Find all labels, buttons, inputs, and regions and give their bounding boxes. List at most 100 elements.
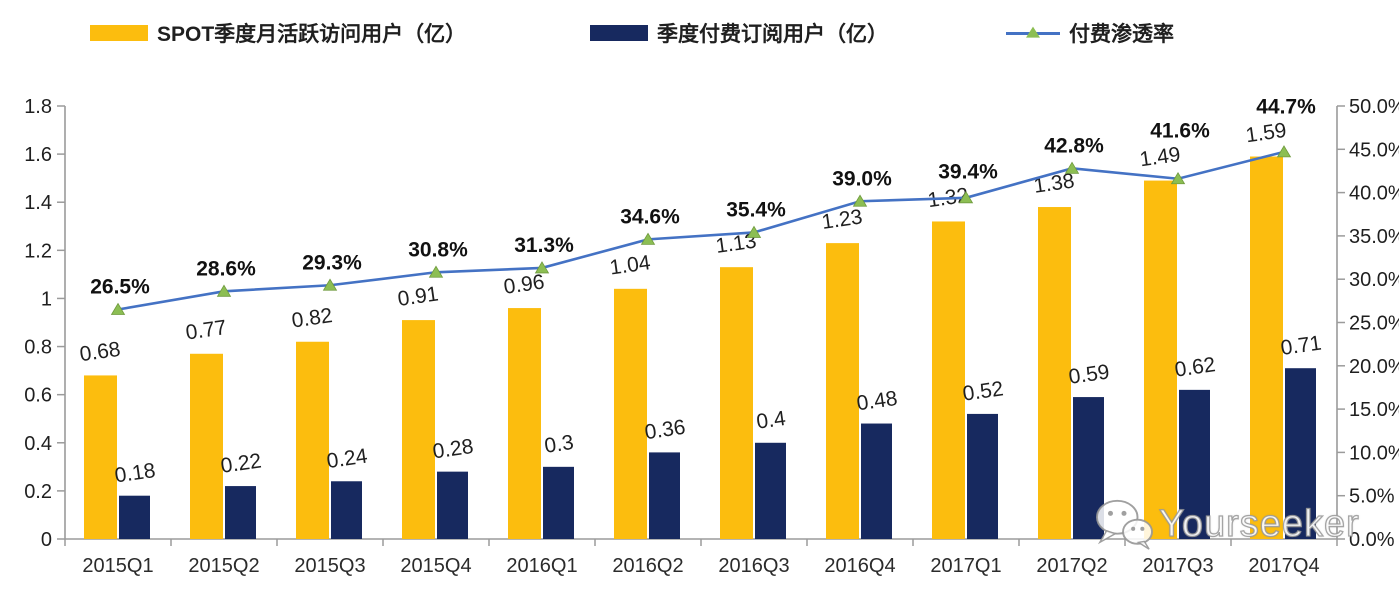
mau-value-label: 0.82	[290, 304, 334, 332]
mau-value-label: 1.04	[608, 251, 652, 280]
subs-bar	[649, 452, 680, 539]
right-axis-tick-label: 5.0%	[1349, 486, 1395, 508]
subs-bar	[1179, 389, 1210, 539]
mau-legend-label: SPOT季度月活跃访问用户（亿）	[157, 23, 467, 46]
mau-bar	[84, 375, 117, 539]
penetration-marker	[640, 232, 656, 245]
left-axis-tick-label: 1.6	[24, 144, 52, 166]
penetration-pct-label: 39.0%	[832, 167, 892, 190]
left-axis-tick-label: 1	[41, 288, 52, 310]
penetration-marker	[1170, 171, 1186, 185]
legend-item-penetration: 付费渗透率	[1006, 18, 1174, 48]
mau-value-label: 0.77	[184, 316, 228, 344]
subs-bar	[119, 495, 150, 539]
mau-bar	[1038, 207, 1071, 540]
x-axis-category-label: 2016Q3	[718, 555, 789, 577]
subs-bar	[967, 413, 998, 539]
mau-value-label: 0.68	[78, 338, 122, 366]
x-axis-category-label: 2015Q2	[188, 555, 259, 577]
penetration-marker	[852, 194, 868, 207]
subs-value-label: 0.71	[1279, 332, 1323, 360]
subs-value-label: 0.59	[1067, 360, 1111, 388]
right-axis-tick-label: 50.0%	[1349, 96, 1399, 118]
mau-value-label: 1.49	[1138, 143, 1182, 171]
watermark-text: Yourseeker	[1158, 502, 1360, 545]
x-axis-category-label: 2017Q2	[1036, 555, 1107, 577]
left-axis-tick-label: 1.8	[24, 96, 52, 118]
penetration-marker	[746, 225, 762, 238]
penetration-pct-label: 42.8%	[1044, 134, 1104, 157]
penetration-marker	[428, 265, 444, 278]
x-axis-category-label: 2017Q1	[930, 555, 1001, 577]
x-axis-category-label: 2015Q4	[400, 555, 471, 577]
penetration-legend-label: 付费渗透率	[1069, 23, 1174, 46]
penetration-marker	[958, 191, 974, 204]
penetration-pct-label: 30.8%	[408, 238, 468, 261]
penetration-pct-label: 26.5%	[90, 276, 150, 299]
subs-value-label: 0.4	[755, 407, 787, 434]
mau-bar	[720, 267, 753, 539]
penetration-legend-line	[1006, 26, 1060, 38]
subs-bar	[755, 442, 786, 539]
mau-bar	[402, 320, 435, 539]
left-axis-tick-label: 0.4	[24, 433, 52, 455]
x-axis-category-label: 2017Q4	[1248, 555, 1319, 577]
right-axis-tick-label: 35.0%	[1349, 226, 1399, 248]
left-axis-tick-label: 0	[41, 529, 52, 551]
x-axis-category-label: 2015Q1	[82, 555, 153, 577]
mau-bar	[826, 243, 859, 539]
left-axis-tick-label: 1.4	[24, 192, 52, 214]
subs-value-label: 0.24	[325, 445, 369, 474]
subs-value-label: 0.36	[643, 416, 687, 444]
mau-value-label: 0.96	[502, 270, 546, 298]
subs-value-label: 0.52	[961, 377, 1005, 405]
penetration-pct-label: 29.3%	[302, 251, 362, 274]
subs-bar	[225, 486, 256, 539]
left-axis-tick-label: 1.2	[24, 240, 52, 262]
subs-bar	[543, 466, 574, 539]
penetration-marker	[534, 261, 550, 274]
subs-bar	[861, 423, 892, 539]
x-axis-category-label: 2016Q4	[824, 555, 895, 577]
right-axis-tick-label: 25.0%	[1349, 313, 1399, 335]
mau-bar	[296, 341, 329, 539]
subs-value-label: 0.18	[113, 459, 157, 487]
left-axis-tick-label: 0.2	[24, 481, 52, 503]
penetration-marker	[216, 284, 232, 297]
penetration-pct-label: 28.6%	[196, 257, 256, 280]
right-axis-tick-label: 0.0%	[1349, 529, 1395, 551]
mau-bar	[190, 353, 223, 539]
penetration-line	[117, 150, 1285, 311]
subs-bar	[1285, 368, 1316, 539]
mau-bar	[508, 308, 541, 539]
right-axis-tick-label: 45.0%	[1349, 139, 1399, 161]
penetration-marker	[1064, 161, 1080, 174]
penetration-pct-label: 41.6%	[1150, 120, 1210, 143]
penetration-pct-label: 35.4%	[726, 198, 786, 221]
legend-item-mau: SPOT季度月活跃访问用户（亿）	[90, 18, 466, 48]
subs-value-label: 0.22	[219, 449, 263, 477]
penetration-pct-label: 31.3%	[514, 234, 574, 257]
left-axis-tick-label: 0.6	[24, 385, 52, 407]
subs-legend-label: 季度付费订阅用户（亿）	[657, 23, 888, 46]
mau-value-label: 0.91	[396, 282, 440, 310]
penetration-pct-label: 34.6%	[620, 205, 680, 228]
mau-value-label: 1.59	[1244, 119, 1288, 147]
subs-value-label: 0.3	[543, 431, 575, 458]
mau-legend-swatch	[90, 25, 148, 41]
mau-bar	[932, 221, 965, 539]
x-axis-category-label: 2016Q2	[612, 555, 683, 577]
left-axis-tick-label: 0.8	[24, 337, 52, 359]
mau-bar	[1144, 180, 1177, 540]
mau-bar	[1250, 156, 1283, 539]
subs-legend-swatch	[590, 25, 648, 41]
x-axis-category-label: 2016Q1	[506, 555, 577, 577]
x-axis-category-label: 2017Q3	[1142, 555, 1213, 577]
subs-bar	[437, 471, 468, 539]
penetration-marker	[1276, 145, 1292, 158]
right-axis-tick-label: 15.0%	[1349, 399, 1399, 421]
right-axis-tick-label: 10.0%	[1349, 442, 1399, 464]
x-axis-category-label: 2015Q3	[294, 555, 365, 577]
